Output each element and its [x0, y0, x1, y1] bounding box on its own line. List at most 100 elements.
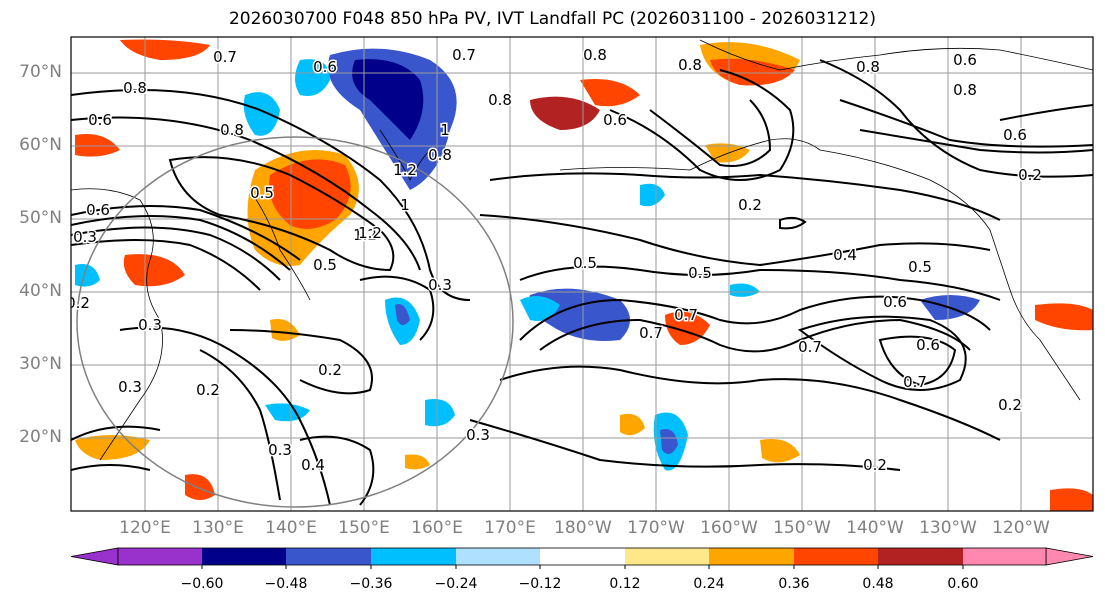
lon-label-170w: 170°W	[627, 518, 685, 538]
contour-label: 0.3	[138, 316, 162, 334]
contour-label: 0.5	[688, 264, 712, 282]
colorbar-extend-high	[1045, 547, 1094, 566]
colorbar-tick: 0.24	[693, 576, 725, 592]
contour-label: 0.8	[953, 81, 977, 99]
pos-anomaly-region	[269, 159, 351, 229]
pos-anomaly-region	[75, 134, 120, 157]
colorbar-segment	[371, 548, 456, 565]
lon-label-180w: 180°W	[554, 518, 612, 538]
contour-label: 0.3	[428, 276, 452, 294]
lat-label-70n: 70°N	[19, 62, 62, 82]
lon-label-120e: 120°E	[119, 518, 171, 538]
lon-label-160e: 160°E	[411, 518, 463, 538]
contour-label: 0.2	[863, 456, 887, 474]
colorbar-segment	[878, 548, 963, 565]
contour-label: 0.6	[313, 58, 337, 76]
lat-label-50n: 50°N	[19, 208, 62, 228]
contour-label: 0.6	[88, 111, 112, 129]
contour-label: 1.2	[393, 161, 417, 179]
pos-anomaly-region	[760, 439, 800, 463]
contour-label: 0.5	[250, 184, 274, 202]
colorbar-tick: −0.36	[349, 576, 393, 592]
contour-label: 0.2	[1018, 166, 1042, 184]
contour-label: 0.8	[583, 46, 607, 64]
map-frame	[70, 36, 1094, 512]
contour-label: 0.8	[488, 91, 512, 109]
colorbar-segment	[709, 548, 794, 565]
pos-anomaly-region	[710, 58, 795, 86]
pos-anomaly-region	[580, 79, 640, 107]
lon-label-130w: 130°W	[919, 518, 977, 538]
neg-anomaly-region	[75, 264, 100, 287]
lon-label-120w: 120°W	[992, 518, 1050, 538]
contour-label: 0.7	[798, 338, 822, 356]
contour-label: 0.5	[573, 254, 597, 272]
contour-label: 0.4	[301, 456, 325, 474]
neg-anomaly-region	[425, 399, 455, 427]
contour-label: 0.2	[66, 294, 90, 312]
lon-label-150e: 150°E	[338, 518, 390, 538]
contour-label: 0.2	[998, 396, 1022, 414]
colorbar-segment	[202, 548, 286, 565]
contour-label: 0.3	[466, 426, 490, 444]
pv-contours	[71, 59, 1093, 506]
lat-label-30n: 30°N	[19, 354, 62, 374]
contour-label: 0.3	[73, 228, 97, 246]
lon-label-160w: 160°W	[700, 518, 758, 538]
contour-label: 1	[400, 196, 410, 214]
colorbar-tick: 0.48	[862, 576, 894, 592]
neg-anomaly-region	[243, 92, 280, 136]
colorbar-extend-low	[70, 547, 119, 566]
colorbar-tick: 0.12	[609, 576, 641, 592]
contour-label: 0.2	[196, 381, 220, 399]
pos-anomaly-region	[75, 435, 150, 460]
contour-label: 0.4	[833, 246, 857, 264]
contour-label: 0.2	[318, 361, 342, 379]
contour-label: 0.7	[903, 373, 927, 391]
neg-anomaly-region	[730, 283, 760, 297]
contour-label: 0.3	[118, 378, 142, 396]
contour-label: 1	[440, 121, 450, 139]
contour-label: 0.8	[220, 121, 244, 139]
lon-label-140e: 140°E	[265, 518, 317, 538]
neg-anomaly-region	[660, 429, 678, 454]
coastlines	[71, 39, 1093, 461]
contour-label: 0.8	[856, 58, 880, 76]
colorbar-frame	[117, 547, 1047, 566]
contour-label: 0.7	[639, 324, 663, 342]
pos-anomaly-region	[120, 39, 210, 60]
map-title: 2026030700 F048 850 hPa PV, IVT Landfall…	[228, 9, 876, 29]
colorbar-segment	[456, 548, 540, 565]
colorbar-tick: 0.36	[778, 576, 810, 592]
lat-label-20n: 20°N	[19, 427, 62, 447]
lon-label-170e: 170°E	[484, 518, 536, 538]
colorbar-segment	[540, 548, 625, 565]
neg-anomaly-region	[640, 183, 665, 207]
neg-anomaly-region	[395, 304, 410, 325]
contour-label: 0.3	[268, 441, 292, 459]
contour-label: 0.8	[678, 56, 702, 74]
lat-label-60n: 60°N	[19, 135, 62, 155]
contour-label: 0.6	[883, 293, 907, 311]
pos-anomaly-region	[1035, 303, 1093, 331]
contour-labels: 0.7 0.8 0.6 0.8 0.7 0.8 0.6 0.8 1 0.6 0.6 0.8 1.2 1 0.…	[66, 45, 1043, 476]
neg-anomaly-region	[352, 59, 424, 140]
colorbar	[70, 547, 1094, 569]
pos-anomaly-region	[1050, 488, 1093, 511]
contour-label: 0.6	[953, 51, 977, 69]
neg-anomaly-region	[265, 403, 310, 422]
contour-label: 0.6	[916, 336, 940, 354]
contour-label: 0.8	[428, 146, 452, 164]
pos-anomaly-region	[405, 454, 430, 470]
colorbar-tick: −0.24	[434, 576, 478, 592]
contour-label: 0.8	[123, 79, 147, 97]
lon-label-130e: 130°E	[192, 518, 244, 538]
lon-label-150w: 150°W	[773, 518, 831, 538]
pos-anomaly-region	[185, 474, 215, 500]
colorbar-segment	[963, 548, 1046, 565]
contour-label: 0.7	[213, 48, 237, 66]
contour-label: 0.7	[674, 306, 698, 324]
neg-anomaly-region	[520, 296, 560, 321]
colorbar-segment	[625, 548, 709, 565]
